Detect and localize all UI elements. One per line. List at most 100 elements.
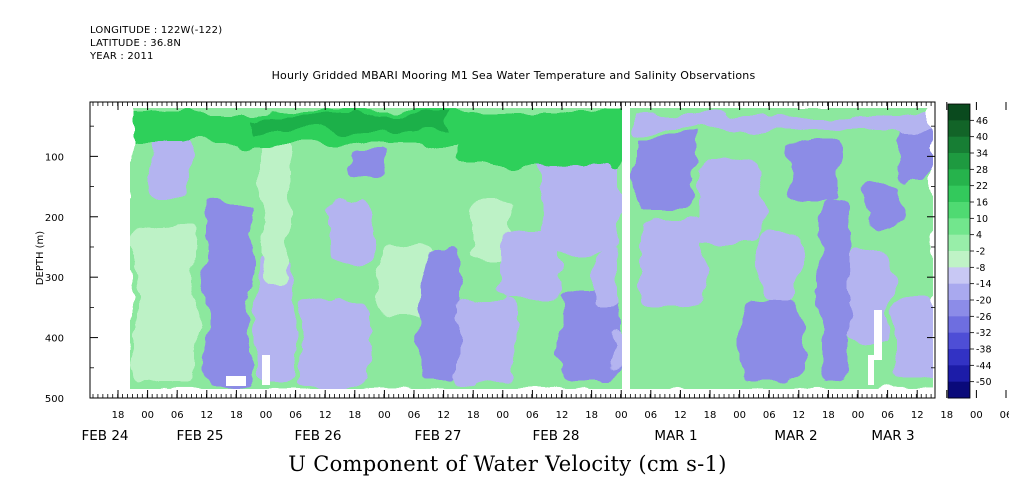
- x-hour-tick-label: 12: [319, 410, 332, 421]
- longitude-label: LONGITUDE : 122W(-122): [90, 25, 223, 36]
- colorbar-label: 34: [976, 149, 988, 160]
- x-hour-tick-label: 06: [763, 410, 776, 421]
- x-hour-tick-label: 18: [348, 410, 361, 421]
- field-patch: [900, 120, 933, 180]
- colorbar-label: 46: [976, 116, 988, 127]
- field-patch: [455, 300, 515, 380]
- field-patch: [150, 140, 190, 200]
- field-layer: [130, 102, 935, 389]
- x-hour-tick-label: 12: [911, 410, 924, 421]
- plot-frame: [89, 101, 936, 399]
- colorbar-label: -20: [976, 296, 992, 307]
- surface-band-east: [460, 142, 620, 166]
- x-date-label: MAR 3: [871, 428, 914, 444]
- x-hour-tick-label: 18: [467, 410, 480, 421]
- colorbar-label: -14: [976, 279, 992, 290]
- x-hour-tick-label: 00: [615, 410, 628, 421]
- field-patch: [850, 250, 890, 340]
- colorbar-label: 40: [976, 132, 988, 143]
- y-tick-label: 400: [45, 334, 64, 345]
- variable-title: U Component of Water Velocity (cm s-1): [288, 452, 727, 476]
- colorbar-label: -2: [976, 247, 985, 258]
- x-date-label: FEB 26: [294, 428, 341, 444]
- field-patch: [300, 300, 370, 385]
- y-tick-label: 100: [45, 152, 64, 163]
- x-hour-tick-label: 06: [881, 410, 894, 421]
- data-gap: [622, 102, 630, 398]
- x-hour-tick-label: 12: [792, 410, 805, 421]
- metadata-block: LONGITUDE : 122W(-122) LATITUDE : 36.8N …: [90, 24, 222, 63]
- colorbar-swatch: [948, 169, 970, 187]
- colorbar-label: -8: [976, 263, 985, 274]
- colorbar-label: -38: [976, 345, 992, 356]
- x-hour-tick-label: 00: [141, 410, 154, 421]
- colorbar-swatch: [948, 202, 970, 219]
- colorbar-label: -32: [976, 328, 992, 339]
- chart-title: Hourly Gridded MBARI Mooring M1 Sea Wate…: [271, 69, 756, 82]
- field-patch: [590, 250, 620, 310]
- x-hour-tick-label: 12: [674, 410, 687, 421]
- colorbar-label: -50: [976, 377, 992, 388]
- colorbar-swatch: [948, 251, 970, 268]
- no-data-notch: [262, 355, 270, 385]
- field-patch: [260, 140, 290, 280]
- x-hour-tick-label: 18: [822, 410, 835, 421]
- bottom-no-data: [130, 389, 933, 398]
- surface-band-core: [250, 116, 450, 132]
- surface-blue-mar: [631, 116, 933, 130]
- no-data-notch: [226, 376, 246, 386]
- field-patch: [345, 150, 385, 175]
- field-patch: [645, 220, 705, 310]
- colorbar-label: 4: [976, 230, 982, 241]
- y-axis-label: DEPTH (m): [35, 231, 46, 285]
- colorbar-swatch: [948, 267, 970, 285]
- colorbar-swatch: [948, 218, 970, 236]
- y-tick-label: 300: [45, 273, 64, 284]
- field-patch: [540, 150, 620, 250]
- x-hour-tick-label: 18: [230, 410, 243, 421]
- colorbar-swatch: [948, 316, 970, 334]
- x-hour-tick-label: 00: [378, 410, 391, 421]
- field-patch: [330, 200, 370, 260]
- x-date-label: FEB 25: [176, 428, 223, 444]
- x-hour-tick-label: 06: [644, 410, 657, 421]
- x-hour-tick-label: 18: [585, 410, 598, 421]
- field-patch: [790, 140, 840, 200]
- colorbar-label: 10: [976, 214, 988, 225]
- x-hour-tick-label: 18: [940, 410, 953, 421]
- x-hour-tick-label: 18: [704, 410, 717, 421]
- heatmap-field: [90, 102, 935, 398]
- axes: 18 00 06 12 18 00 06 12 18 00 06 12 18 00 06 12 18 00 06 12…: [45, 102, 1009, 444]
- x-hour-tick-label: 00: [260, 410, 273, 421]
- colorbar-swatch: [948, 381, 970, 399]
- field-patch: [870, 180, 900, 230]
- x-date-label: MAR 2: [774, 428, 817, 444]
- field-patch: [820, 200, 850, 380]
- right-no-data: [933, 102, 935, 398]
- x-hour-tick-label: 06: [526, 410, 539, 421]
- x-hour-tick-label: 00: [496, 410, 509, 421]
- field-patch: [610, 330, 622, 370]
- x-hour-tick-label: 18: [112, 410, 125, 421]
- field-patch: [205, 200, 250, 380]
- colorbar-label: 16: [976, 198, 988, 209]
- colorbar-swatch: [948, 185, 970, 203]
- colorbar-swatch: [948, 136, 970, 154]
- field-patch: [740, 300, 800, 380]
- colorbar: 46 40 34 28 22 16 10 4 -2 -8 -14 -20 -26 -32 -38 -44 -50: [947, 103, 992, 399]
- x-hour-tick-label: 00: [733, 410, 746, 421]
- colorbar-swatch: [948, 300, 970, 317]
- y-tick-label: 200: [45, 213, 64, 224]
- no-data-notch: [874, 310, 882, 360]
- y-tick-label: 500: [45, 394, 64, 405]
- x-hour-tick-label: 06: [408, 410, 421, 421]
- colorbar-label: -44: [976, 361, 992, 372]
- colorbar-swatch: [948, 153, 970, 170]
- x-hour-tick-label: 06: [171, 410, 184, 421]
- colorbar-label: 22: [976, 181, 988, 192]
- field-patch: [760, 230, 800, 300]
- left-no-data: [90, 102, 130, 398]
- x-hour-tick-label: 06: [1000, 410, 1009, 421]
- field-patch: [560, 290, 620, 380]
